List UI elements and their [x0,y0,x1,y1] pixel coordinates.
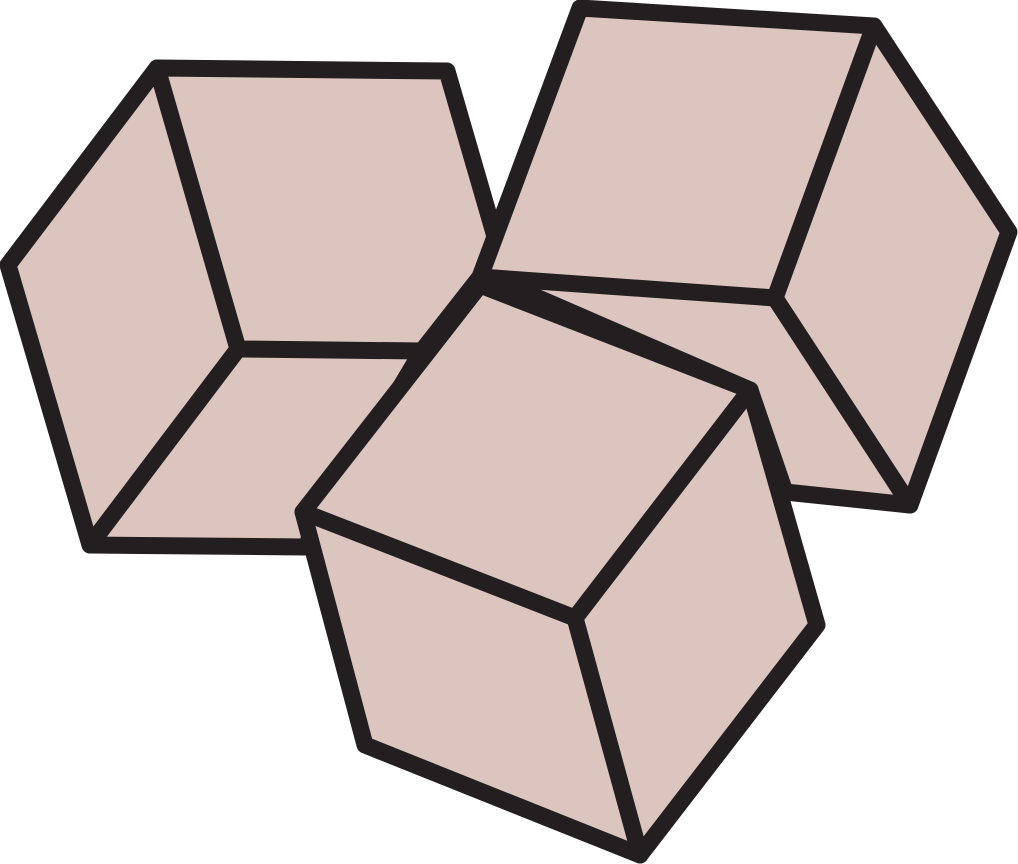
cube-front-inner-edge-bottom [566,609,649,864]
cube-right-inner-edge-bottom [766,289,919,514]
cube-left-inner-edge-bottom [81,340,247,554]
cube-front [294,276,826,864]
